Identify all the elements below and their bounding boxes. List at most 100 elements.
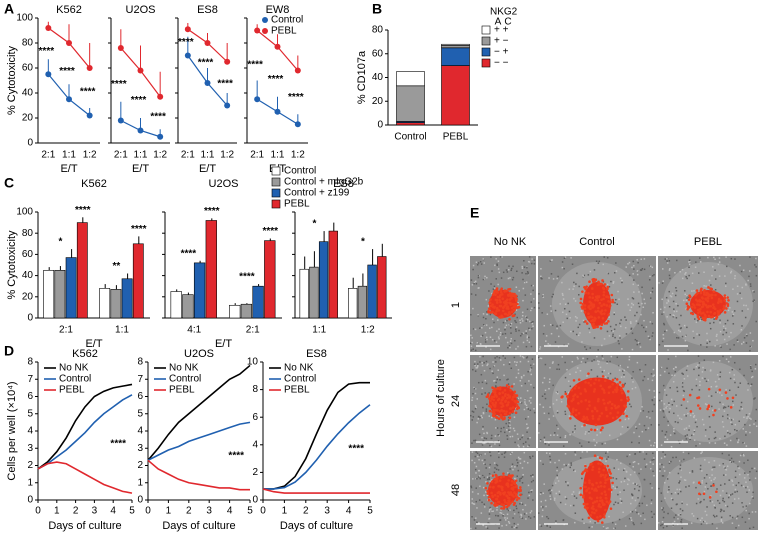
point: [274, 108, 281, 115]
noise: [717, 499, 719, 502]
noise: [581, 477, 583, 480]
red-dot: [495, 298, 499, 302]
noise: [739, 292, 741, 294]
noise: [575, 497, 578, 499]
noise: [658, 487, 660, 490]
noise: [572, 491, 575, 493]
red-dot: [625, 414, 629, 418]
noise: [485, 360, 488, 363]
red-dot: [493, 387, 496, 390]
noise: [569, 385, 572, 388]
red-dot: [603, 402, 606, 405]
red-dot: [579, 493, 583, 497]
noise: [638, 305, 641, 308]
noise: [663, 511, 665, 513]
noise: [673, 430, 675, 433]
noise: [708, 438, 710, 440]
bar: [182, 294, 194, 319]
red-dot: [574, 413, 578, 417]
noise: [529, 368, 532, 370]
noise: [589, 520, 592, 523]
noise: [511, 463, 514, 465]
red-dot: [511, 395, 515, 399]
noise: [530, 321, 533, 324]
red-dot: [580, 472, 584, 476]
red-dot: [583, 307, 587, 310]
noise: [480, 343, 482, 345]
noise: [668, 461, 671, 463]
noise: [630, 517, 632, 519]
red-dot: [501, 402, 504, 406]
noise: [748, 512, 750, 515]
noise: [482, 425, 484, 428]
noise: [666, 525, 668, 528]
noise: [726, 319, 729, 322]
noise: [685, 308, 687, 310]
noise: [573, 297, 575, 300]
red-dot: [715, 315, 719, 319]
noise: [658, 522, 660, 524]
noise: [539, 403, 541, 406]
red-dot: [724, 391, 728, 394]
red-dot: [607, 300, 610, 303]
noise: [637, 302, 640, 305]
noise: [679, 330, 681, 333]
noise: [730, 271, 732, 274]
noise: [480, 335, 482, 337]
red-dot: [610, 406, 614, 410]
red-dot: [604, 474, 608, 477]
noise: [743, 374, 745, 377]
noise: [616, 303, 619, 306]
noise: [516, 475, 518, 477]
red-dot: [510, 479, 514, 483]
noise: [513, 429, 516, 432]
noise: [737, 524, 740, 527]
noise: [712, 466, 714, 469]
red-dot: [624, 405, 628, 408]
noise: [749, 283, 752, 285]
noise: [693, 416, 695, 418]
annotation: **: [113, 261, 121, 272]
noise: [497, 451, 500, 453]
red-dot: [696, 291, 700, 295]
noise: [680, 314, 682, 317]
noise: [584, 361, 587, 364]
noise: [617, 340, 620, 342]
noise: [538, 307, 540, 309]
noise: [650, 510, 653, 513]
noise: [509, 435, 512, 438]
noise: [659, 463, 661, 465]
noise: [529, 457, 532, 459]
noise: [471, 337, 473, 339]
noise: [741, 516, 744, 519]
legend-label: − +: [494, 47, 509, 58]
noise: [667, 300, 670, 303]
noise: [737, 465, 739, 468]
x-tick-label: 4: [227, 506, 233, 517]
noise: [658, 424, 660, 426]
red-dot: [722, 307, 725, 311]
noise: [476, 507, 478, 509]
annotation: ****: [239, 272, 255, 283]
noise: [622, 469, 625, 471]
noise: [556, 466, 558, 469]
red-dot: [502, 472, 505, 475]
noise: [686, 375, 689, 377]
noise: [475, 487, 477, 489]
red-dot: [696, 308, 700, 312]
noise: [675, 317, 678, 319]
noise: [662, 410, 665, 413]
red-dot: [491, 410, 495, 414]
noise: [725, 469, 728, 471]
red-dot: [596, 325, 599, 329]
red-dot: [582, 485, 586, 489]
noise: [699, 261, 702, 263]
noise: [675, 514, 677, 516]
y-tick-label: 2: [137, 460, 143, 471]
noise: [603, 256, 605, 258]
red-dot: [595, 499, 599, 503]
red-dot: [580, 400, 583, 403]
noise: [614, 501, 617, 504]
noise: [668, 372, 670, 375]
red-dot: [497, 417, 501, 420]
